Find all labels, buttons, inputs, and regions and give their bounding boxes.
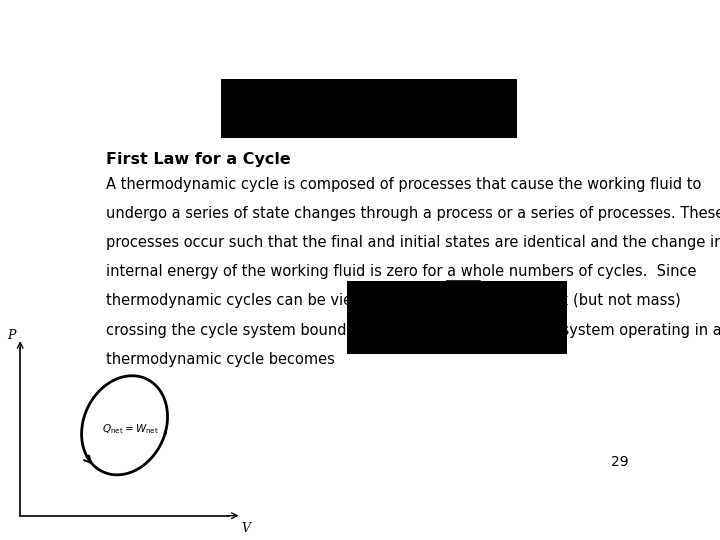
Bar (347, 281, 567, 354)
Text: $Q_\mathrm{net} = W_\mathrm{net}$: $Q_\mathrm{net} = W_\mathrm{net}$ (102, 422, 159, 436)
Text: First Law for a Cycle: First Law for a Cycle (106, 152, 290, 167)
Text: 29: 29 (611, 455, 629, 469)
Text: crossing the cycle system boundary, the first law for a closed system operating : crossing the cycle system boundary, the … (106, 322, 720, 338)
Text: thermodynamic cycles can be viewed as having heat and work (but not mass): thermodynamic cycles can be viewed as ha… (106, 294, 680, 308)
Text: undergo a series of state changes through a process or a series of processes. Th: undergo a series of state changes throug… (106, 206, 720, 221)
Bar (221, 79, 517, 138)
Text: A thermodynamic cycle is composed of processes that cause the working fluid to: A thermodynamic cycle is composed of pro… (106, 177, 701, 192)
Text: V: V (241, 522, 251, 535)
Text: P: P (8, 329, 16, 342)
Text: thermodynamic cycle becomes: thermodynamic cycle becomes (106, 352, 335, 367)
Text: processes occur such that the final and initial states are identical and the cha: processes occur such that the final and … (106, 235, 720, 250)
Text: internal energy of the working fluid is zero for a whole numbers of cycles.  Sin: internal energy of the working fluid is … (106, 265, 696, 279)
